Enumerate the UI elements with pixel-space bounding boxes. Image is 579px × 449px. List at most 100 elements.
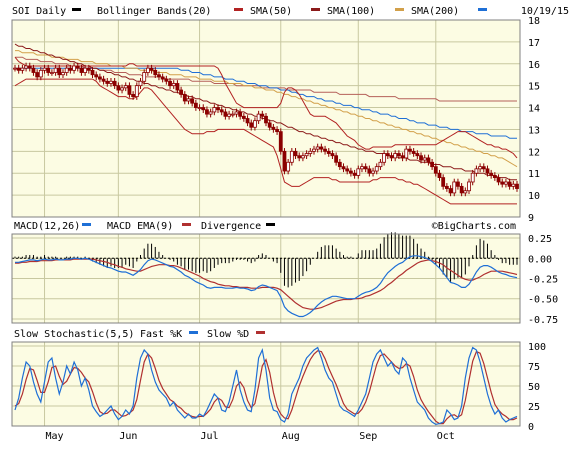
candle-body (238, 111, 243, 117)
candle-body (219, 109, 224, 113)
candle-body (157, 74, 161, 78)
sma50-swatch (311, 8, 320, 11)
candle-body (478, 166, 482, 170)
candle-body (179, 89, 184, 95)
candle-body (171, 83, 176, 87)
candle-body (441, 177, 446, 187)
macd-line (15, 255, 518, 318)
candle-body (245, 118, 250, 124)
candle-body (341, 166, 346, 170)
sma100-swatch (395, 8, 404, 11)
candle-body (485, 168, 490, 174)
candle-body (463, 190, 468, 194)
candle-body (271, 126, 276, 130)
candle-body (94, 74, 99, 78)
y-tick-label: 100 (528, 342, 546, 353)
candle-body (282, 150, 287, 172)
macd-swatch (82, 223, 91, 226)
y-tick-label: -0.50 (528, 295, 558, 306)
candle-body (278, 131, 283, 152)
y-tick-label: 12 (528, 147, 540, 158)
candle-body (444, 185, 449, 189)
candle-body (75, 65, 80, 69)
y-tick-label: 17 (528, 38, 540, 49)
candle-body (352, 172, 357, 176)
candle-body (145, 67, 150, 73)
candle-body (101, 78, 106, 82)
candle-body (127, 85, 132, 95)
y-tick-label: 13 (528, 125, 540, 136)
candle-body (400, 155, 405, 159)
candle-body (31, 67, 36, 73)
y-tick-label: 10 (528, 191, 540, 202)
candle-body (97, 76, 102, 80)
candle-body (223, 111, 228, 117)
y-tick-label: 0.00 (528, 254, 552, 265)
candle-body (182, 94, 187, 102)
candle-body (437, 172, 442, 179)
bigcharts-watermark: ©BigCharts.com (432, 221, 516, 232)
candle-body (86, 67, 91, 71)
y-tick-label: -0.75 (528, 315, 558, 326)
candle-body (193, 102, 198, 108)
candle-body (42, 67, 47, 71)
candle-body (64, 67, 69, 73)
candle-body (489, 172, 494, 176)
candle-body (256, 113, 261, 122)
candle-body (459, 185, 464, 194)
candle-body (319, 146, 324, 150)
candle-body (175, 83, 180, 91)
candle-body (253, 120, 257, 128)
candle-body (267, 122, 272, 128)
candle-body (153, 69, 158, 76)
candle-body (138, 80, 143, 87)
legend-sma200: SMA(200) (411, 6, 459, 17)
candle-body (304, 153, 309, 157)
x-tick-label: Aug (282, 431, 300, 442)
candle-body (61, 72, 65, 76)
candle-body (371, 170, 375, 174)
sma200-swatch (478, 8, 487, 11)
macd-ema-line (15, 258, 518, 310)
candle-body (134, 85, 139, 98)
y-tick-label: 15 (528, 82, 540, 93)
candle-body (13, 67, 17, 70)
candle-body (72, 65, 76, 71)
price-frame (11, 19, 521, 218)
candle-body (230, 113, 235, 116)
candle-body (142, 72, 147, 82)
legend-bollinger: Bollinger Bands(20) (97, 6, 211, 17)
y-tick-label: 0.25 (528, 234, 552, 245)
candle-body (149, 67, 154, 71)
candle-body (249, 122, 254, 128)
divergence-swatch (266, 223, 275, 226)
x-axis: May Jun Jul Aug Sep Oct (45, 431, 454, 442)
candle-body (201, 107, 206, 111)
candle-body (363, 166, 368, 170)
stoch-legend-slowd: Slow %D (207, 329, 249, 340)
candle-body (378, 161, 383, 168)
candle-body (389, 155, 394, 159)
price-y-axis: 9 10 11 12 13 14 15 16 17 18 (528, 16, 540, 224)
symbol-label: SOI Daily (12, 6, 66, 17)
candle-body (408, 148, 412, 152)
candle-body (116, 85, 121, 91)
stoch-frame (11, 341, 521, 427)
candle-body (50, 72, 54, 74)
candle-body (38, 69, 43, 78)
candle-body (120, 87, 124, 91)
candle-body (216, 107, 220, 111)
macd-lines (15, 255, 518, 318)
macd-legend-macd: MACD(12,26) (14, 221, 80, 232)
candle-body (105, 80, 110, 84)
candle-body (356, 168, 361, 176)
candle-body (330, 153, 335, 157)
candle-body (164, 78, 169, 82)
candle-body (168, 80, 172, 87)
candle-body (467, 181, 471, 192)
candle-body (35, 72, 40, 78)
candle-body (90, 69, 95, 76)
candle-body (452, 181, 457, 194)
y-tick-label: 50 (528, 382, 540, 393)
macd-frame (11, 233, 521, 324)
